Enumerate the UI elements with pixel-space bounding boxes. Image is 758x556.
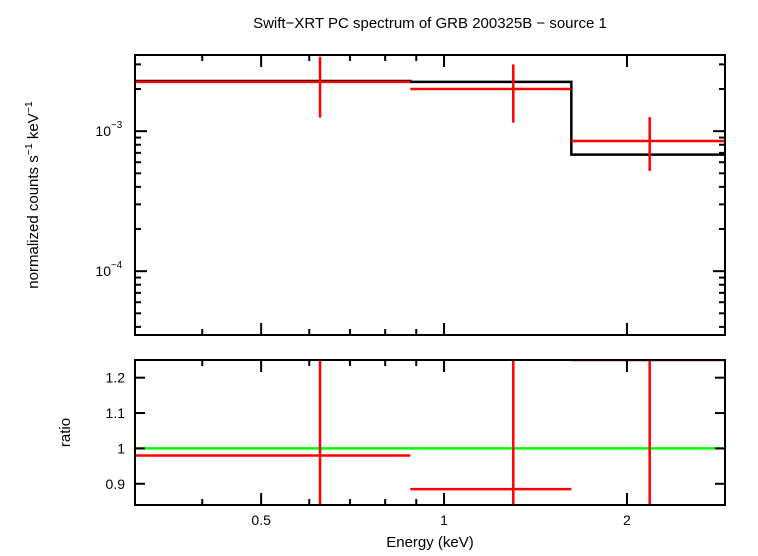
svg-text:−3: −3 xyxy=(111,120,123,131)
svg-text:ratio: ratio xyxy=(57,418,74,447)
svg-text:10: 10 xyxy=(95,123,111,139)
spectrum-chart: Swift−XRT PC spectrum of GRB 200325B − s… xyxy=(0,0,758,556)
svg-text:1: 1 xyxy=(117,440,125,456)
svg-text:2: 2 xyxy=(623,512,631,528)
chart-svg: Swift−XRT PC spectrum of GRB 200325B − s… xyxy=(0,0,758,556)
svg-text:10: 10 xyxy=(95,263,111,279)
svg-text:1.1: 1.1 xyxy=(106,405,126,421)
svg-text:normalized counts s−1 keV−1: normalized counts s−1 keV−1 xyxy=(23,101,42,289)
svg-text:−4: −4 xyxy=(111,260,123,271)
svg-text:1: 1 xyxy=(440,512,448,528)
svg-text:0.9: 0.9 xyxy=(106,476,126,492)
svg-text:Energy (keV): Energy (keV) xyxy=(386,534,474,551)
svg-text:Swift−XRT PC spectrum of GRB 2: Swift−XRT PC spectrum of GRB 200325B − s… xyxy=(253,15,607,32)
svg-text:1.2: 1.2 xyxy=(106,370,126,386)
svg-text:0.5: 0.5 xyxy=(251,512,271,528)
